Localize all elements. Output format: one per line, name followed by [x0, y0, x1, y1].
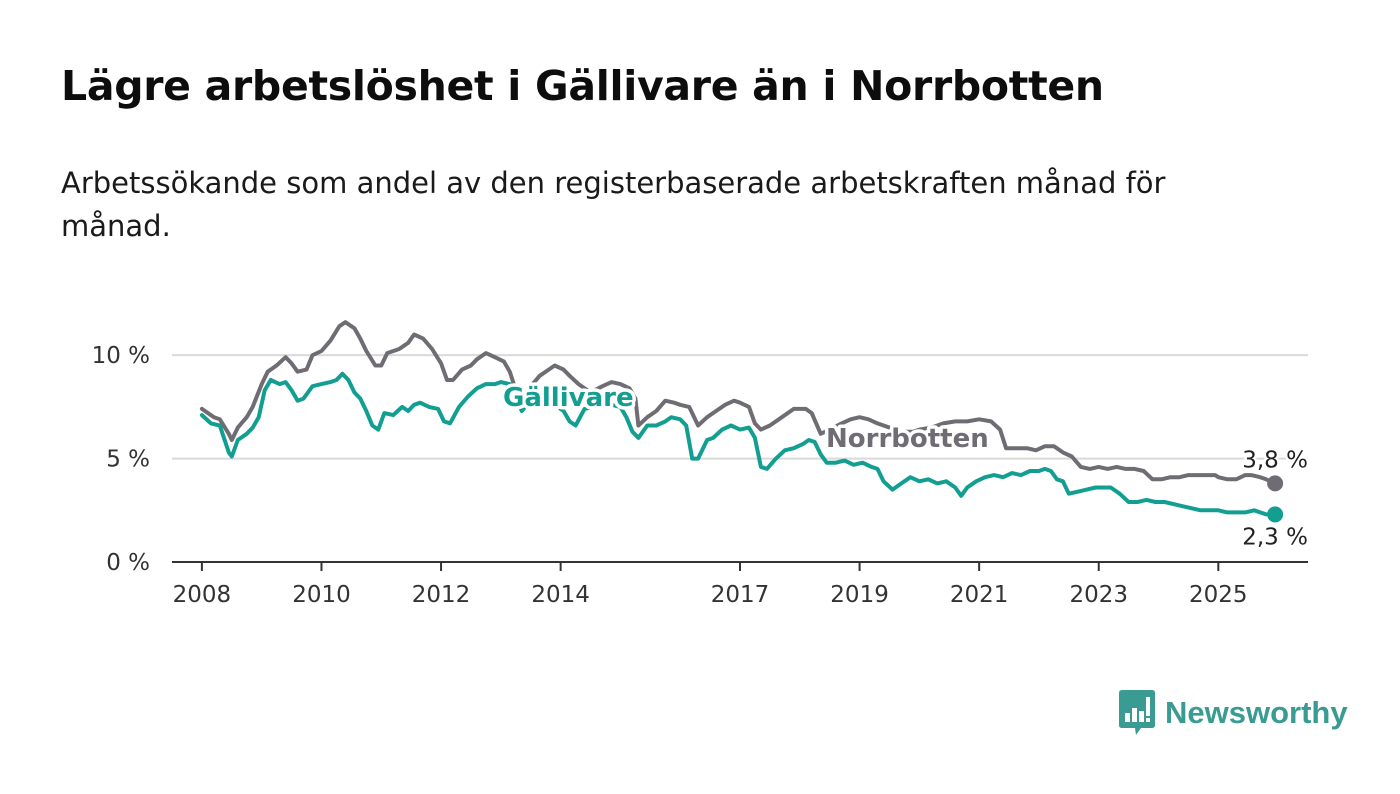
gridlines: [172, 354, 1308, 460]
norrbotten-end-label: 3,8 %: [1242, 447, 1308, 473]
gallivare-end-dot: [1267, 506, 1284, 523]
x-tick-label: 2021: [950, 582, 1009, 608]
series-lines: [199, 320, 1284, 523]
x-tick-label: 2025: [1189, 582, 1248, 608]
x-tick-label: 2014: [531, 582, 590, 608]
gallivare-series-label: Gällivare: [503, 383, 634, 413]
brand-name: Newsworthy: [1165, 695, 1348, 730]
series-labels: Gällivare Norrbotten 3,8 % 2,3 %: [500, 380, 1311, 553]
chart-subtitle: Arbetssökande som andel av den registerb…: [61, 166, 1166, 243]
y-tick-label: 0 %: [106, 550, 150, 576]
x-tick-label: 2012: [412, 582, 471, 608]
x-tick-label: 2008: [173, 582, 232, 608]
y-tick-label: 5 %: [106, 447, 150, 473]
x-tick-label: 2019: [830, 582, 889, 608]
y-tick-label: 10 %: [92, 343, 150, 369]
x-tick-label: 2010: [292, 582, 351, 608]
newsworthy-brand: Newsworthy: [1119, 690, 1348, 736]
y-axis: 0 % 5 % 10 %: [92, 343, 150, 576]
newsworthy-logo-icon: [1119, 690, 1155, 735]
gallivare-end-label: 2,3 %: [1242, 524, 1308, 550]
gallivare-line: [199, 371, 1278, 517]
norrbotten-series-label: Norrbotten: [826, 424, 989, 454]
norrbotten-line: [199, 320, 1278, 486]
x-axis: 2008 2010 2012 2014 2017 2019 2021 2023 2025: [172, 561, 1308, 608]
chart-title: Lägre arbetslöshet i Gällivare än i Norr…: [61, 62, 1104, 110]
x-tick-label: 2017: [711, 582, 770, 608]
norrbotten-end-dot: [1267, 475, 1284, 492]
x-tick-label: 2023: [1069, 582, 1128, 608]
